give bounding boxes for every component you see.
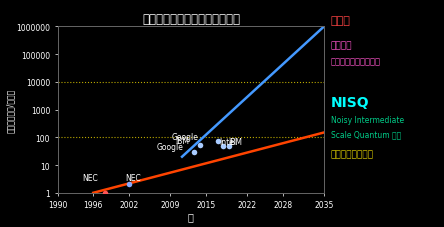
Text: NEC: NEC (83, 173, 98, 182)
Text: 誤り耐性: 誤り耐性 (331, 41, 352, 50)
Text: NEC: NEC (126, 173, 141, 182)
Text: 万能量子コンピュータ: 万能量子コンピュータ (331, 57, 381, 66)
X-axis label: 年: 年 (188, 211, 194, 221)
Text: 量子スプレマシー: 量子スプレマシー (331, 150, 374, 159)
Text: Scale Quantum 技術: Scale Quantum 技術 (331, 129, 401, 138)
Text: Noisy Intermediate: Noisy Intermediate (331, 116, 404, 125)
Title: 超伝導量子プロセッサの集積度: 超伝導量子プロセッサの集積度 (142, 13, 240, 26)
Text: NISQ: NISQ (331, 95, 369, 109)
Text: Intel: Intel (220, 137, 237, 146)
Text: Google: Google (157, 142, 184, 151)
Text: IBM: IBM (228, 137, 242, 146)
Text: 実用化: 実用化 (331, 16, 351, 26)
Y-axis label: 量子ビット数/チップ: 量子ビット数/チップ (6, 88, 15, 132)
Text: Google: Google (171, 132, 198, 141)
Text: IBM: IBM (175, 136, 189, 145)
